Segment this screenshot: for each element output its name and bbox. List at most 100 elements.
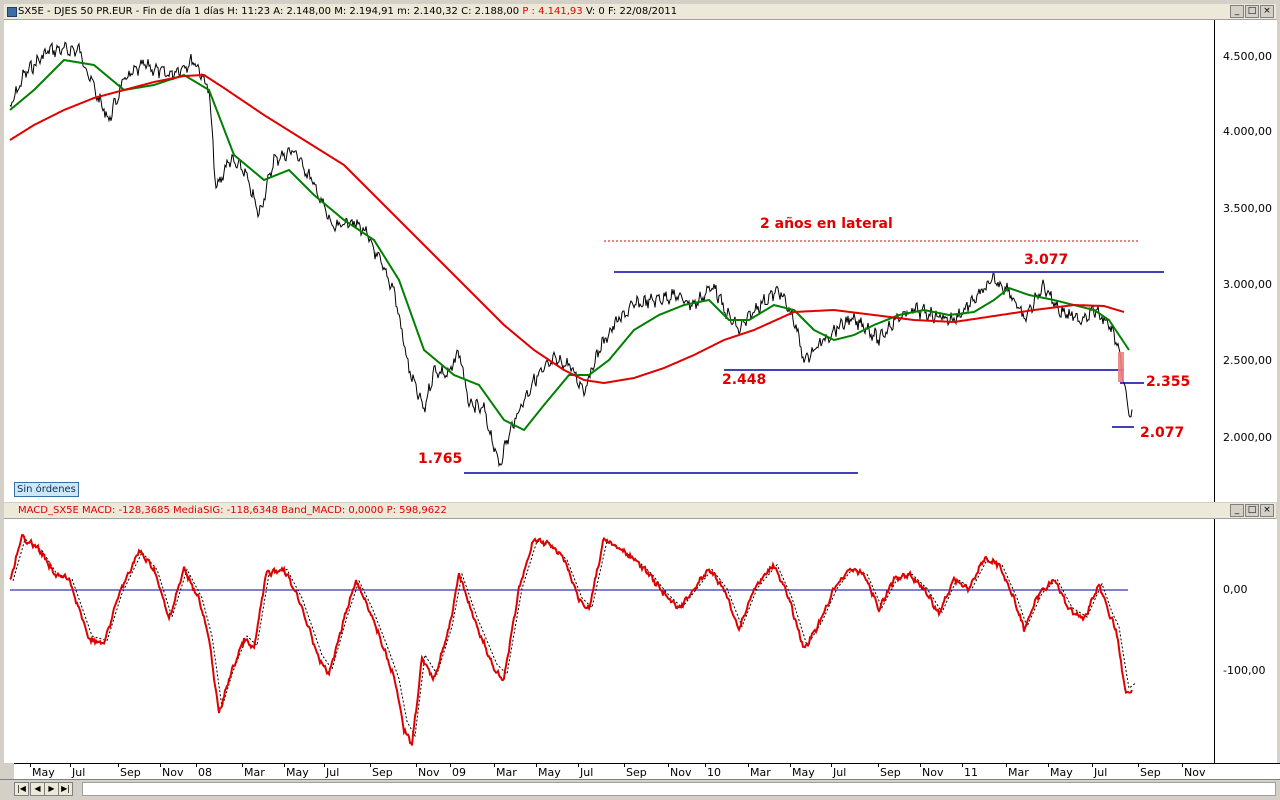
time-tick-label: 11: [964, 766, 978, 779]
macd-panel-price: P: 598,9622: [386, 505, 447, 516]
time-tick-mark: [878, 764, 879, 767]
last-page-icon[interactable]: ▶|: [58, 782, 73, 796]
time-tick-mark: [920, 764, 921, 767]
time-tick-label: Mar: [496, 766, 517, 779]
macd-series: [9, 534, 1133, 746]
fast-moving-average: [9, 58, 1130, 432]
annotation-lateral: 2 años en lateral: [760, 216, 893, 232]
time-tick-label: Mar: [244, 766, 265, 779]
next-icon[interactable]: ▶: [44, 782, 59, 796]
macd-chart: [9, 534, 1136, 746]
orders-button[interactable]: Sin órdenes: [14, 482, 79, 497]
slow-moving-average: [9, 74, 1125, 385]
time-tick-label: Sep: [120, 766, 141, 779]
previous-icon[interactable]: ◀: [30, 782, 45, 796]
y-tick: 3.000,00: [1223, 278, 1272, 291]
time-tick-mark: [668, 764, 669, 767]
time-axis: May Jul Sep Nov 08 Mar May Jul Sep Nov 09 Mar May Jul…: [0, 763, 1280, 780]
time-tick-mark: [1092, 764, 1093, 767]
time-tick-label: Nov: [162, 766, 184, 779]
time-tick-mark: [494, 764, 495, 767]
main-panel-title: SX5E - DJES 50 PR.EUR - Fin de día 1 día…: [18, 6, 520, 17]
time-tick-label: Jul: [72, 766, 86, 779]
time-tick-mark: [324, 764, 325, 767]
time-tick-label: May: [32, 766, 55, 779]
time-tick-mark: [536, 764, 537, 767]
price-y-axis: 4.500,00 4.000,00 3.500,00 3.000,00 2.50…: [1214, 20, 1277, 502]
y-tick: 4.500,00: [1223, 50, 1272, 63]
macd-panel-titlebar: MACD_SX5E MACD: -128,3685 MediaSIG: -118…: [4, 503, 1276, 519]
main-panel-price: P : 4.141,93: [522, 6, 583, 17]
price-chart: [9, 41, 1164, 474]
time-tick-label: Sep: [372, 766, 393, 779]
time-tick-mark: [962, 764, 963, 767]
time-tick-label: Jul: [1094, 766, 1108, 779]
time-tick-label: Nov: [1184, 766, 1206, 779]
time-tick-mark: [1138, 764, 1139, 767]
time-tick-mark: [370, 764, 371, 767]
macd-signal-series: [12, 538, 1136, 738]
time-tick-mark: [196, 764, 197, 767]
time-tick-label: 10: [707, 766, 721, 779]
time-tick-label: Jul: [833, 766, 847, 779]
first-page-icon[interactable]: |◀: [14, 782, 29, 796]
time-tick-mark: [70, 764, 71, 767]
main-panel-titlebar: SX5E - DJES 50 PR.EUR - Fin de día 1 día…: [4, 4, 1276, 20]
gap-highlight: [1118, 352, 1124, 382]
time-tick-label: Sep: [626, 766, 647, 779]
chart-icon: [7, 7, 17, 17]
annotation-support: 2.448: [722, 372, 767, 388]
annotation-2355: 2.355: [1146, 374, 1191, 390]
minimize-button[interactable]: _: [1230, 5, 1244, 18]
macd-maximize-button[interactable]: □: [1245, 504, 1259, 517]
time-tick-label: May: [1050, 766, 1073, 779]
time-tick-label: May: [538, 766, 561, 779]
time-tick-label: Jul: [580, 766, 594, 779]
time-tick-label: Mar: [1008, 766, 1029, 779]
macd-y-axis: 0,00 -100,00: [1214, 519, 1277, 763]
time-tick-label: 08: [198, 766, 212, 779]
macd-close-button[interactable]: ×: [1260, 504, 1274, 517]
time-tick-mark: [624, 764, 625, 767]
navigation-bar: |◀ ◀ ▶ ▶|: [0, 779, 1280, 797]
price-series: [9, 41, 1133, 468]
y-tick: 4.000,00: [1223, 125, 1272, 138]
time-tick-mark: [416, 764, 417, 767]
annotation-high: 3.077: [1024, 252, 1069, 268]
time-tick-mark: [790, 764, 791, 767]
time-tick-label: Mar: [750, 766, 771, 779]
time-tick-label: Jul: [326, 766, 340, 779]
macd-y-tick: 0,00: [1223, 583, 1248, 596]
macd-y-tick: -100,00: [1223, 664, 1266, 677]
y-tick: 3.500,00: [1223, 202, 1272, 215]
time-tick-mark: [284, 764, 285, 767]
time-tick-label: Sep: [1140, 766, 1161, 779]
time-tick-label: Nov: [418, 766, 440, 779]
time-tick-label: Nov: [922, 766, 944, 779]
macd-chart-area[interactable]: [4, 519, 1214, 763]
axis-corner: [0, 763, 14, 779]
time-tick-mark: [1048, 764, 1049, 767]
time-tick-label: May: [792, 766, 815, 779]
horizontal-scrollbar[interactable]: [82, 782, 1276, 796]
time-tick-label: 09: [452, 766, 466, 779]
macd-panel-title: MACD_SX5E MACD: -128,3685 MediaSIG: -118…: [18, 505, 384, 516]
macd-minimize-button[interactable]: _: [1230, 504, 1244, 517]
maximize-button[interactable]: □: [1245, 5, 1259, 18]
annotation-2077: 2.077: [1140, 425, 1185, 441]
time-tick-mark: [242, 764, 243, 767]
time-tick-label: Sep: [880, 766, 901, 779]
time-tick-mark: [118, 764, 119, 767]
time-tick-mark: [748, 764, 749, 767]
price-chart-area[interactable]: 2 años en lateral 3.077 2.448 1.765 2.35…: [4, 20, 1214, 502]
close-button[interactable]: ×: [1260, 5, 1274, 18]
time-tick-label: May: [286, 766, 309, 779]
y-tick: 2.000,00: [1223, 431, 1272, 444]
time-tick-mark: [1006, 764, 1007, 767]
main-panel-tail: V: 0 F: 22/08/2011: [585, 6, 678, 17]
annotation-low-2009: 1.765: [418, 451, 463, 467]
time-tick-mark: [578, 764, 579, 767]
time-tick-mark: [705, 764, 706, 767]
time-tick-label: Nov: [670, 766, 692, 779]
